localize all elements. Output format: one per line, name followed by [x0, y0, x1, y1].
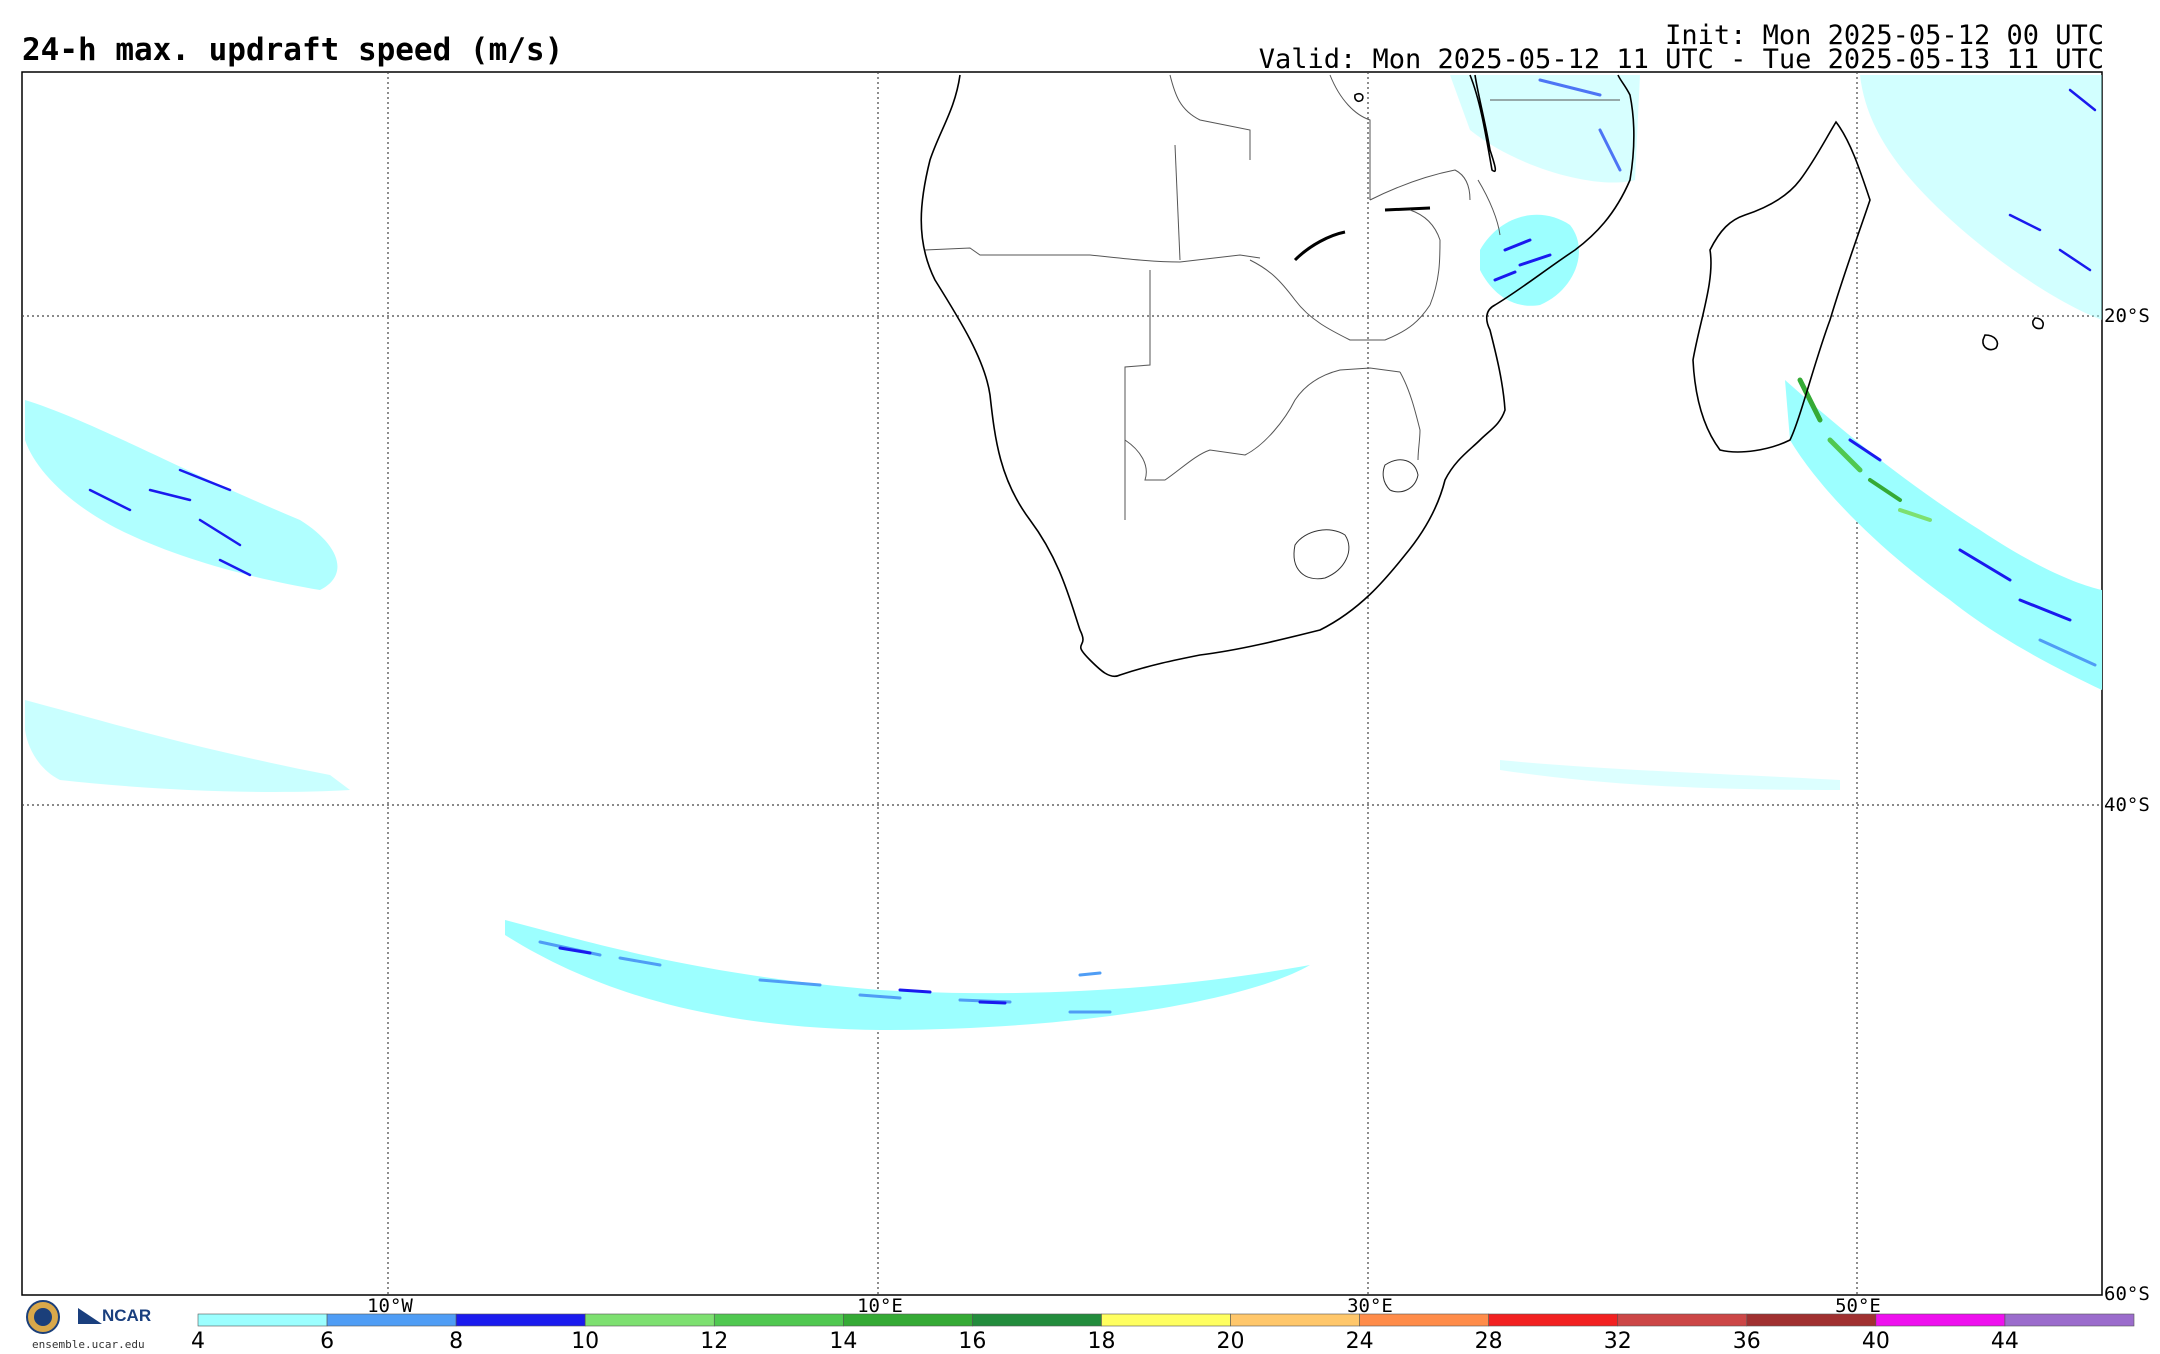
updraft-patch-west	[25, 400, 338, 590]
colorbar-tick-label: 28	[1475, 1329, 1503, 1354]
mauritius	[1982, 334, 1999, 351]
colorbar-tick-label: 32	[1604, 1329, 1632, 1354]
updraft-patch-west-2	[25, 700, 350, 792]
colorbar-swatch	[1359, 1313, 1489, 1327]
logo-block: NCAR	[22, 1298, 162, 1354]
colorbar-tick-label: 6	[320, 1329, 334, 1354]
border-zambia-east	[1369, 169, 1471, 201]
lake-malawi	[1469, 74, 1497, 172]
updraft-band-southeast	[1785, 380, 2102, 690]
colorbar-swatch	[972, 1313, 1102, 1327]
madagascar-coast	[1692, 120, 1871, 453]
updraft-streaks-west	[88, 468, 252, 577]
updraft-field	[25, 75, 2102, 1030]
colorbar-swatch	[197, 1313, 328, 1327]
ncar-logo-text: NCAR	[102, 1306, 152, 1325]
updraft-streaks-mozambique	[1493, 78, 1622, 282]
ncar-logo-icon	[78, 1308, 102, 1324]
updraft-patch-northeast	[1860, 75, 2102, 320]
country-borders	[924, 74, 1620, 520]
border-zambia-north	[1329, 74, 1371, 200]
border-malawi-mozambique	[1477, 179, 1501, 236]
colorbar-tick-label: 14	[829, 1329, 857, 1354]
coastlines	[920, 74, 2044, 678]
lat-label-60s: 60°S	[2104, 1283, 2150, 1305]
graticule	[22, 72, 2102, 1295]
colorbar-swatch	[455, 1313, 586, 1327]
nsf-logo	[26, 1300, 60, 1334]
colorbar-swatch	[843, 1313, 973, 1327]
lon-label-30e: 30°E	[1347, 1295, 1393, 1317]
colorbar-swatch	[1230, 1313, 1360, 1327]
source-url: ensemble.ucar.edu	[32, 1338, 145, 1351]
border-mozambique-sa	[1399, 371, 1421, 461]
updraft-streaks-southeast	[1797, 377, 2097, 667]
updraft-streaks-northeast	[2008, 88, 2097, 272]
colorbar: 4 6 8 10 12 14 16 18 20 24 28 32 36 40 44	[191, 1313, 2135, 1354]
lon-label-50e: 50°E	[1835, 1295, 1881, 1317]
colorbar-tick-label: 12	[700, 1329, 728, 1354]
lake-cabora	[1384, 206, 1431, 212]
africa-coast	[920, 74, 1635, 678]
colorbar-swatch	[1488, 1313, 1619, 1327]
lesotho-outline	[1293, 529, 1350, 580]
updraft-streaks-south-strong	[558, 946, 1007, 1005]
colorbar-swatch	[1617, 1313, 1748, 1327]
border-zambia-zimbabwe	[1249, 259, 1431, 341]
lon-label-10w: 10°W	[367, 1295, 413, 1317]
border-botswana-south-africa	[1124, 367, 1401, 481]
colorbar-swatch	[584, 1313, 715, 1327]
colorbar-swatch	[326, 1313, 457, 1327]
map-title: 24-h max. updraft speed (m/s)	[22, 32, 564, 68]
colorbar-tick-label: 44	[1991, 1329, 2019, 1354]
latitude-labels: 20°S 40°S 60°S	[2104, 305, 2150, 1305]
updraft-swath-south	[505, 920, 1310, 1030]
colorbar-tick-label: 8	[449, 1329, 463, 1354]
lake-small	[1354, 93, 1364, 102]
colorbar-tick-label: 16	[958, 1329, 986, 1354]
reunion	[2032, 317, 2044, 330]
colorbar-swatch	[1101, 1313, 1231, 1327]
colorbar-tick-label: 40	[1862, 1329, 1890, 1354]
updraft-patch-weak	[1500, 760, 1840, 790]
colorbar-tick-label: 24	[1346, 1329, 1374, 1354]
colorbar-tick-label: 18	[1087, 1329, 1115, 1354]
border-zimbabwe-mozambique	[1409, 209, 1441, 306]
eswatini-outline	[1382, 459, 1419, 493]
colorbar-swatch	[1875, 1313, 2006, 1327]
border-angola-drc	[1174, 144, 1181, 261]
lake-kariba	[1293, 230, 1346, 262]
longitude-labels: 10°W 10°E 30°E 50°E	[367, 1295, 1881, 1317]
lat-label-40s: 40°S	[2104, 794, 2150, 816]
updraft-patch-north	[1450, 75, 1640, 183]
colorbar-tick-label: 20	[1217, 1329, 1245, 1354]
init-time: Init: Mon 2025-05-12 00 UTC	[1665, 20, 2104, 51]
colorbar-swatch	[713, 1313, 844, 1327]
colorbar-tick-label: 36	[1733, 1329, 1761, 1354]
lon-label-10e: 10°E	[857, 1295, 903, 1317]
lat-label-20s: 20°S	[2104, 305, 2150, 327]
colorbar-swatch	[2004, 1313, 2135, 1327]
border-zambia-angola	[1169, 74, 1251, 160]
border-namibia-botswana	[1124, 270, 1151, 520]
colorbar-swatch	[1746, 1313, 1877, 1327]
border-angola-namibia	[924, 247, 1261, 263]
colorbar-tick-label: 10	[571, 1329, 599, 1354]
colorbar-tick-label: 4	[191, 1329, 205, 1354]
valid-time: Valid: Mon 2025-05-12 11 UTC - Tue 2025-…	[1258, 44, 2104, 75]
